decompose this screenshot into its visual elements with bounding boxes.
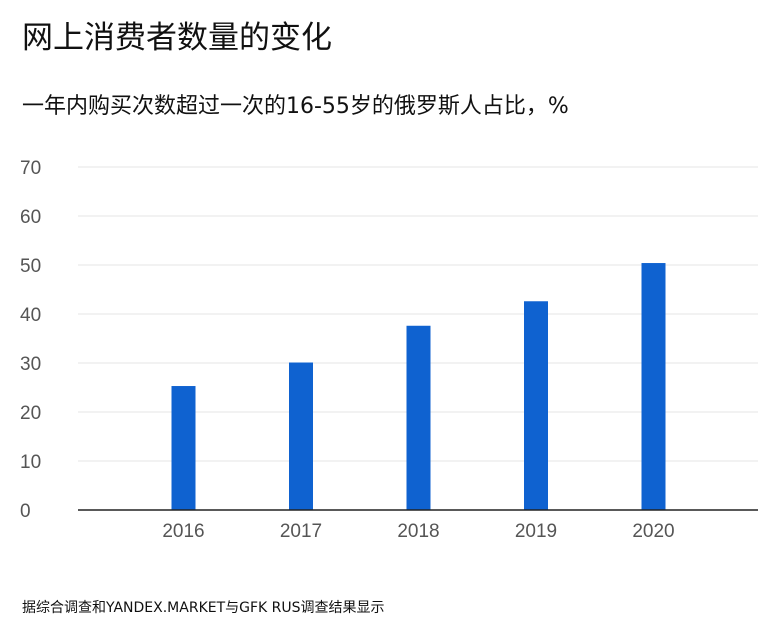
y-tick-label: 20 [20, 403, 41, 424]
source-note: 据综合调查和YANDEX.MARKET与GFK RUS调查结果显示 [22, 600, 385, 616]
bar-2018 [406, 325, 431, 510]
y-tick-label: 30 [20, 354, 41, 375]
x-tick-label: 2017 [280, 521, 322, 542]
y-tick-label: 70 [20, 158, 41, 179]
x-tick-label: 2020 [632, 521, 674, 542]
chart-subtitle: 一年内购买次数超过一次的16-55岁的俄罗斯人占比，% [22, 94, 569, 119]
x-tick-label: 2018 [397, 521, 439, 542]
bar-chart: 0 10 20 30 40 50 60 70 2016 2017 2018 2019 2020 [20, 158, 758, 542]
y-tick-label: 0 [20, 501, 31, 522]
x-axis-tick-labels: 2016 2017 2018 2019 2020 [162, 521, 674, 542]
bar-2017 [289, 362, 313, 510]
chart-title: 网上消费者数量的变化 [22, 20, 332, 56]
bar-2016 [171, 386, 196, 510]
x-tick-label: 2019 [515, 521, 557, 542]
y-tick-label: 40 [20, 305, 41, 326]
y-tick-label: 10 [20, 452, 41, 473]
bars [171, 263, 666, 510]
bar-2019 [524, 301, 548, 510]
bar-2020 [641, 263, 666, 510]
y-tick-label: 50 [20, 256, 41, 277]
y-tick-label: 60 [20, 207, 41, 228]
y-axis-tick-labels: 0 10 20 30 40 50 60 70 [20, 158, 41, 522]
x-tick-label: 2016 [162, 521, 204, 542]
